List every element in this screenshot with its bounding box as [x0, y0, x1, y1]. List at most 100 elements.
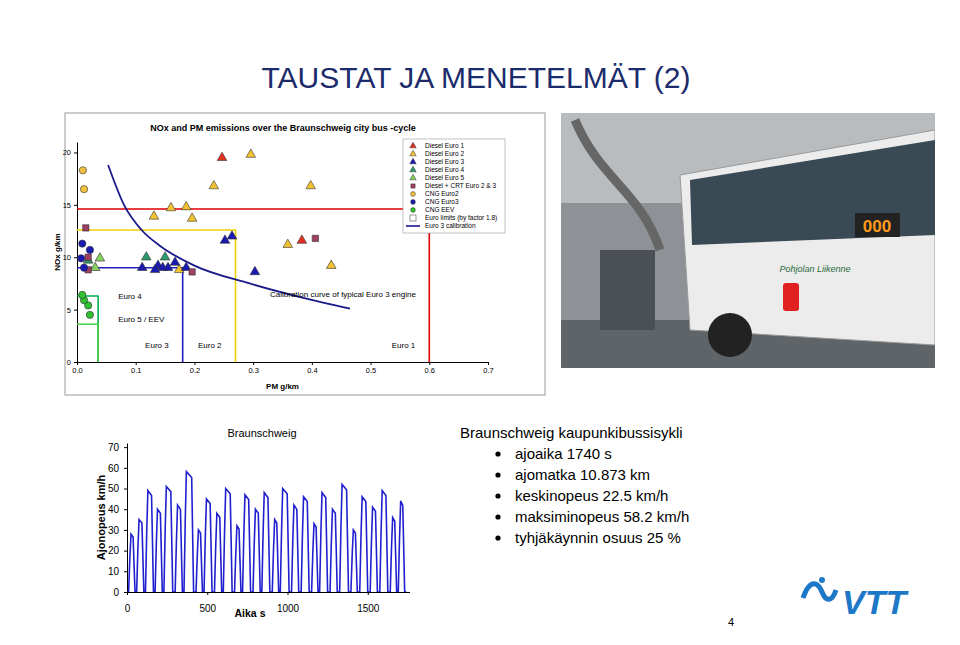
logo: VTT	[803, 577, 909, 621]
chart-nox-pm: NOx and PM emissions over the Braunschwe…	[53, 113, 545, 395]
tick: 70	[108, 442, 127, 453]
tick-mark	[124, 571, 127, 572]
tick-mark	[74, 152, 77, 153]
tick-label: 60	[108, 463, 120, 474]
axis-line	[77, 143, 78, 363]
legend-box	[403, 139, 505, 233]
chart-title: Braunschweig	[227, 427, 296, 439]
legend-marker	[411, 208, 416, 213]
tick-mark	[312, 362, 313, 365]
bullet-dot	[495, 514, 500, 519]
photo-equipment	[600, 250, 655, 330]
bullet-text: keskinopeus 22.5 km/h	[515, 487, 668, 504]
bullet-text: ajoaika 1740 s	[515, 445, 612, 462]
legend-label: CNG Euro3	[425, 198, 459, 205]
tick-label: 0.2	[190, 366, 200, 375]
plot-marks	[77, 149, 429, 362]
scatter-point	[79, 291, 86, 298]
limit-label: Euro 5 / EEV	[118, 315, 165, 324]
bullet-text: maksiminopeus 58.2 km/h	[515, 508, 689, 525]
legend-label: Diesel Euro 3	[425, 158, 464, 165]
tick-label: 70	[108, 442, 120, 453]
scatter-point	[189, 269, 195, 275]
tick-label: 0.5	[366, 366, 376, 375]
tick-label: 0.0	[72, 366, 82, 375]
logo-dot	[819, 577, 825, 583]
tick-mark	[288, 592, 289, 595]
photo-wheel	[708, 313, 752, 357]
y-axis: 05101520	[63, 143, 78, 367]
scatter-point	[86, 311, 93, 318]
legend-marker	[411, 200, 416, 205]
scatter-point	[90, 262, 100, 270]
legend-marker	[410, 142, 416, 148]
tick-label: 0.4	[307, 366, 317, 375]
x-axis-title: Aika s	[235, 607, 266, 619]
photo-bg	[561, 113, 935, 368]
tick: 0	[113, 587, 127, 598]
legend-label: CNG Euro2	[425, 190, 459, 197]
tick: 40	[108, 504, 127, 515]
bullet-dot	[495, 472, 500, 477]
tick-mark	[74, 310, 77, 311]
tick-label: 20	[108, 545, 120, 556]
x-axis-title: PM g/km	[266, 382, 299, 391]
x-axis: 050010001500	[125, 592, 410, 614]
panel-heading: Braunschweig kaupunkibussisykli	[460, 424, 683, 441]
scatter-point	[163, 262, 173, 270]
tick-label: 30	[108, 525, 120, 536]
scatter-point	[326, 260, 336, 268]
tick-label: 40	[108, 504, 120, 515]
photo-tail-light	[783, 283, 799, 311]
scatter-point	[95, 253, 105, 261]
tick-mark	[124, 509, 127, 510]
tick-mark	[136, 362, 137, 365]
tick-mark	[429, 362, 430, 365]
scatter-point	[80, 185, 87, 192]
tick-label: 15	[63, 201, 71, 210]
scatter-point	[306, 180, 316, 188]
y-axis-title: NOx g/km	[53, 233, 62, 270]
legend-marker	[410, 158, 416, 164]
legend-label: Euro 3 calibration	[425, 222, 476, 229]
tick: 0.0	[72, 362, 82, 375]
scatter-point	[85, 254, 91, 260]
limit-label: Euro 2	[198, 341, 222, 350]
tick: 30	[108, 525, 127, 536]
scatter-point	[137, 262, 147, 270]
tick-mark	[74, 257, 77, 258]
legend-marker	[411, 184, 415, 188]
bullet-text: tyhjäkäynnin osuus 25 %	[515, 529, 681, 546]
tick-mark	[74, 362, 77, 363]
slide-title: TAUSTAT JA MENETELMÄT (2)	[262, 61, 691, 94]
tick: 10	[108, 566, 127, 577]
scatter-point	[77, 255, 84, 262]
bullet-text: ajomatka 10.873 km	[515, 466, 650, 483]
legend-label: Diesel Euro 5	[425, 174, 464, 181]
legend-label: Diesel Euro 2	[425, 150, 464, 157]
tick-mark	[207, 592, 208, 595]
scatter-point	[283, 239, 293, 247]
legend-label: Euro limits (by factor 1.8)	[425, 214, 497, 222]
scatter-point	[220, 235, 230, 243]
calibration-line	[108, 165, 350, 309]
tick: 20	[63, 148, 77, 157]
limit-line	[77, 209, 429, 362]
tick-label: 0	[67, 358, 71, 367]
legend: Diesel Euro 1Diesel Euro 2Diesel Euro 3D…	[403, 139, 505, 233]
bullet-dot	[495, 535, 500, 540]
tick-label: 1000	[277, 603, 300, 614]
x-axis: 0.00.10.20.30.40.50.60.7	[72, 362, 493, 375]
photo-pipe	[575, 120, 660, 250]
legend-label: Diesel + CRT Euro 2 & 3	[425, 182, 496, 189]
chart-title: NOx and PM emissions over the Braunschwe…	[150, 123, 416, 133]
limit-label: Euro 4	[118, 292, 142, 301]
photo-led-text: 000	[863, 217, 891, 236]
scatter-point	[83, 225, 89, 231]
limit-line	[77, 324, 98, 362]
tick-mark	[371, 362, 372, 365]
tick-mark	[124, 447, 127, 448]
logo-symbol	[803, 584, 836, 600]
tick: 15	[63, 201, 77, 210]
logo-text: VTT	[842, 583, 909, 621]
